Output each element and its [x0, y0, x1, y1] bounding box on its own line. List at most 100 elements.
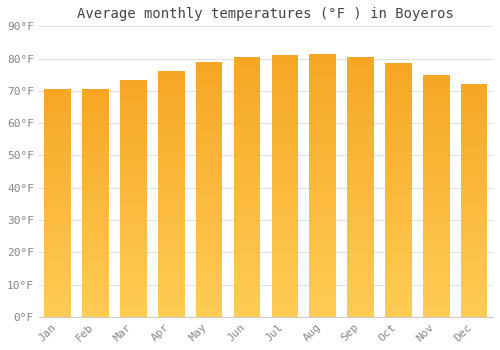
Bar [234, 182, 260, 184]
Bar [120, 276, 146, 279]
Bar [196, 172, 222, 174]
Bar [82, 89, 109, 91]
Bar [272, 84, 298, 87]
Bar [385, 228, 411, 231]
Bar [272, 68, 298, 71]
Bar [82, 299, 109, 301]
Bar [44, 167, 71, 169]
Bar [423, 186, 450, 189]
Bar [196, 263, 222, 266]
Bar [310, 135, 336, 138]
Bar [158, 182, 184, 184]
Bar [44, 180, 71, 183]
Bar [272, 131, 298, 134]
Bar [196, 253, 222, 255]
Bar [82, 283, 109, 285]
Bar [385, 76, 411, 79]
Bar [234, 158, 260, 161]
Bar [310, 183, 336, 185]
Bar [461, 128, 487, 131]
Bar [385, 147, 411, 149]
Bar [272, 113, 298, 116]
Bar [423, 99, 450, 102]
Bar [348, 140, 374, 143]
Bar [348, 208, 374, 210]
Bar [120, 118, 146, 120]
Bar [196, 184, 222, 187]
Bar [348, 278, 374, 280]
Bar [82, 274, 109, 276]
Bar [82, 246, 109, 248]
Bar [234, 210, 260, 213]
Bar [310, 193, 336, 196]
Bar [385, 99, 411, 102]
Bar [234, 220, 260, 223]
Bar [82, 130, 109, 132]
Bar [461, 101, 487, 103]
Bar [234, 101, 260, 104]
Bar [348, 267, 374, 270]
Bar [158, 314, 184, 317]
Bar [234, 150, 260, 153]
Bar [461, 103, 487, 105]
Bar [272, 149, 298, 152]
Bar [272, 173, 298, 176]
Bar [272, 183, 298, 186]
Bar [423, 92, 450, 94]
Bar [348, 299, 374, 301]
Bar [158, 160, 184, 162]
Bar [44, 96, 71, 98]
Bar [348, 122, 374, 125]
Bar [120, 284, 146, 286]
Bar [348, 106, 374, 109]
Bar [385, 208, 411, 210]
Bar [310, 277, 336, 280]
Bar [158, 263, 184, 265]
Bar [385, 175, 411, 177]
Bar [234, 195, 260, 197]
Bar [423, 213, 450, 215]
Bar [158, 150, 184, 153]
Bar [348, 161, 374, 163]
Bar [158, 273, 184, 275]
Bar [272, 251, 298, 254]
Bar [158, 258, 184, 260]
Bar [348, 252, 374, 254]
Bar [461, 208, 487, 210]
Bar [423, 142, 450, 145]
Bar [348, 132, 374, 135]
Bar [385, 74, 411, 76]
Bar [385, 117, 411, 119]
Bar [385, 139, 411, 142]
Bar [348, 98, 374, 101]
Bar [44, 303, 71, 306]
Bar [82, 287, 109, 289]
Bar [44, 201, 71, 203]
Bar [44, 110, 71, 112]
Bar [423, 157, 450, 160]
Bar [461, 310, 487, 312]
Bar [44, 269, 71, 271]
Bar [234, 122, 260, 125]
Bar [82, 217, 109, 219]
Bar [234, 270, 260, 273]
Bar [44, 251, 71, 253]
Bar [196, 146, 222, 148]
Bar [196, 69, 222, 72]
Bar [348, 249, 374, 252]
Bar [82, 205, 109, 208]
Bar [120, 170, 146, 172]
Bar [461, 277, 487, 280]
Bar [234, 241, 260, 244]
Bar [310, 130, 336, 133]
Bar [158, 135, 184, 138]
Bar [348, 171, 374, 174]
Bar [310, 225, 336, 228]
Bar [272, 204, 298, 207]
Bar [234, 247, 260, 249]
Bar [310, 98, 336, 101]
Bar [461, 94, 487, 96]
Bar [310, 228, 336, 230]
Bar [461, 105, 487, 108]
Bar [310, 156, 336, 159]
